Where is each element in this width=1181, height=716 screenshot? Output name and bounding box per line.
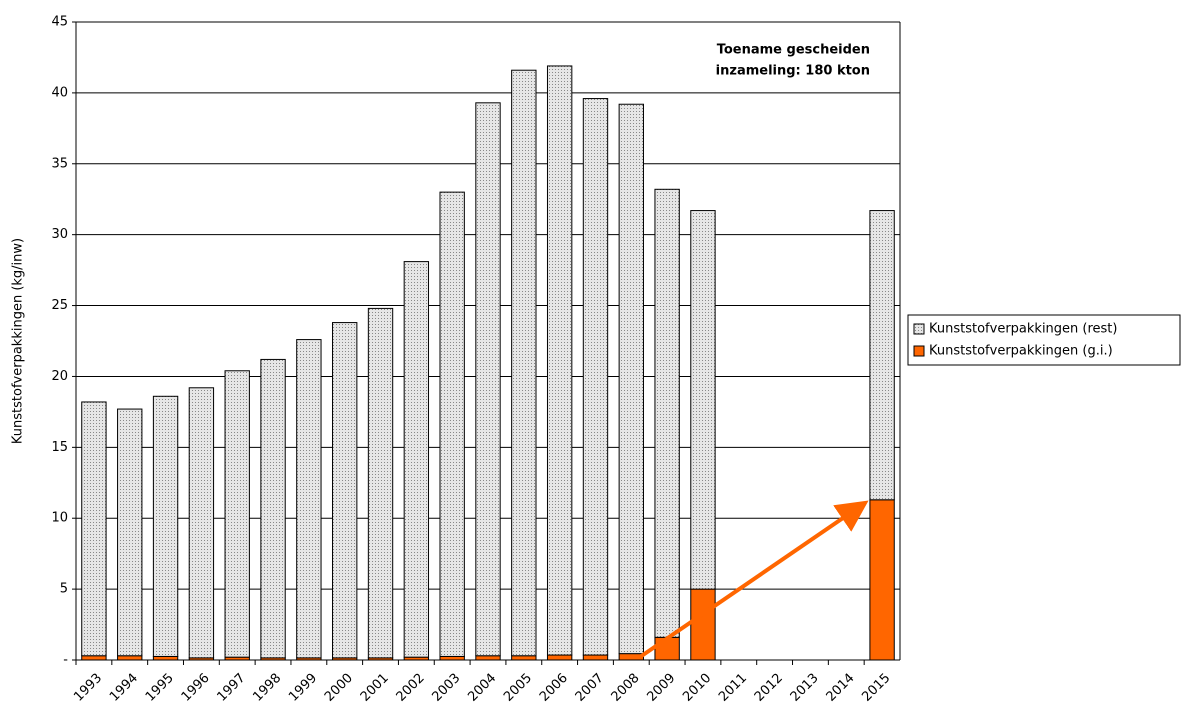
y-tick-label: 5 (60, 582, 68, 597)
legend-label: Kunststofverpakkingen (rest) (929, 322, 1117, 337)
x-tick-label: 2006 (537, 671, 571, 705)
y-tick-label: 40 (51, 85, 68, 100)
x-tick-label: 2008 (609, 671, 643, 705)
x-tick-label: 1997 (215, 671, 249, 705)
x-tick-label: 1993 (71, 671, 105, 705)
x-tick-label: 2009 (644, 671, 678, 705)
y-tick-label: 15 (51, 440, 68, 455)
bar-segment (152, 395, 179, 657)
legend-box (907, 314, 1181, 366)
x-tick-label: 2007 (573, 671, 607, 705)
y-tick-label: 35 (51, 156, 68, 171)
x-tick-label: 2011 (716, 671, 750, 705)
bar-segment (117, 408, 143, 657)
y-tick-label: 45 (51, 15, 68, 30)
x-tick-label: 1995 (143, 671, 177, 705)
bar-segment (188, 387, 215, 659)
annotation: inzameling: 180 kton (716, 64, 870, 79)
bar-segment (511, 655, 537, 661)
bar-segment (367, 307, 394, 659)
trend-arrow (638, 500, 869, 659)
bar-segment (582, 98, 609, 656)
x-tick-label: 1994 (107, 671, 141, 705)
bar-segment (618, 653, 644, 661)
bar-segment (224, 370, 250, 658)
legend-swatch (913, 323, 925, 335)
x-tick-label: 2015 (859, 671, 893, 705)
y-axis-label: Kunststofverpakkingen (kg/inw) (11, 238, 26, 444)
y-tick-label: 20 (51, 369, 68, 384)
x-tick-label: 2013 (788, 671, 822, 705)
legend-swatch (913, 345, 925, 357)
bar-segment (403, 261, 430, 658)
bar-segment (690, 588, 716, 661)
legend-label: Kunststofverpakkingen (g.i.) (929, 344, 1113, 359)
bar-segment (654, 188, 680, 638)
annotation: Toename gescheiden (717, 43, 870, 58)
bar-segment (511, 69, 537, 657)
x-tick-label: 2012 (752, 671, 786, 705)
bar-segment (475, 655, 501, 661)
x-tick-label: 2014 (824, 671, 858, 705)
bar-segment (439, 191, 465, 657)
bar-segment (475, 102, 501, 657)
bar-segment (332, 322, 358, 659)
x-tick-label: 1999 (286, 671, 320, 705)
bar-segment (582, 654, 609, 661)
bar-segment (869, 210, 895, 501)
bar-segment (260, 358, 286, 659)
y-tick-label: 25 (51, 298, 68, 313)
bar-segment (81, 401, 107, 657)
x-tick-label: 2010 (680, 671, 714, 705)
bar-segment (618, 103, 644, 655)
y-tick-label: 10 (51, 511, 68, 526)
bar-segment (690, 210, 716, 590)
x-tick-label: 2002 (394, 671, 428, 705)
x-tick-label: 2005 (501, 671, 535, 705)
bar-segment (152, 655, 179, 661)
y-tick-label: 30 (51, 227, 68, 242)
bar-segment (546, 654, 573, 661)
bar-segment (869, 499, 895, 661)
bar-segment (546, 65, 573, 656)
bar-segment (296, 339, 322, 659)
x-tick-label: 2003 (429, 671, 463, 705)
bar-segment (81, 655, 107, 661)
x-tick-label: 2000 (322, 671, 356, 705)
x-tick-label: 2001 (358, 671, 392, 705)
x-tick-label: 1998 (250, 671, 284, 705)
y-tick-label: - (63, 653, 68, 668)
x-tick-label: 1996 (179, 671, 213, 705)
x-tick-label: 2004 (465, 671, 499, 705)
bar-segment (439, 655, 465, 661)
bar-segment (117, 655, 143, 661)
